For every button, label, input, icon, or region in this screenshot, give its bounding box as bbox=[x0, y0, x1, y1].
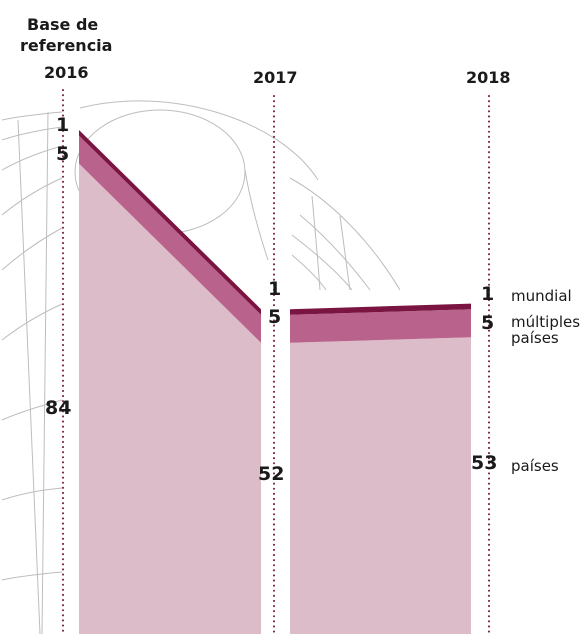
area-multiples-2016-2017 bbox=[79, 135, 261, 343]
baseline-header-line1: Base de bbox=[27, 15, 99, 34]
baseline-header-line2: referencia bbox=[20, 36, 113, 55]
globe-background bbox=[1, 100, 401, 634]
area-paises-2017-2018 bbox=[290, 337, 471, 634]
category-label-multiples-line2: países bbox=[511, 329, 559, 347]
value-2016-paises: 84 bbox=[45, 397, 72, 419]
area-mundial-2016-2017 bbox=[79, 130, 261, 315]
value-2018-multiples: 5 bbox=[481, 312, 495, 334]
value-2016-multiples: 5 bbox=[56, 143, 70, 165]
value-2017-multiples: 5 bbox=[268, 306, 282, 328]
category-label-mundial: mundial bbox=[511, 287, 572, 305]
area-paises-2016-2017 bbox=[79, 163, 261, 634]
area-multiples-2017-2018 bbox=[290, 309, 471, 343]
category-label-paises: países bbox=[511, 457, 559, 475]
category-label-multiples-line1: múltiples bbox=[511, 313, 581, 331]
value-2017-mundial: 1 bbox=[268, 278, 282, 300]
value-2017-paises: 52 bbox=[258, 463, 285, 485]
value-2018-mundial: 1 bbox=[481, 283, 495, 305]
year-label-2018: 2018 bbox=[466, 68, 511, 87]
value-2018-paises: 53 bbox=[471, 452, 498, 474]
year-label-2016: 2016 bbox=[44, 63, 89, 82]
value-2016-mundial: 1 bbox=[56, 114, 70, 136]
year-label-2017: 2017 bbox=[253, 68, 298, 87]
area-mundial-2017-2018 bbox=[290, 303, 471, 315]
